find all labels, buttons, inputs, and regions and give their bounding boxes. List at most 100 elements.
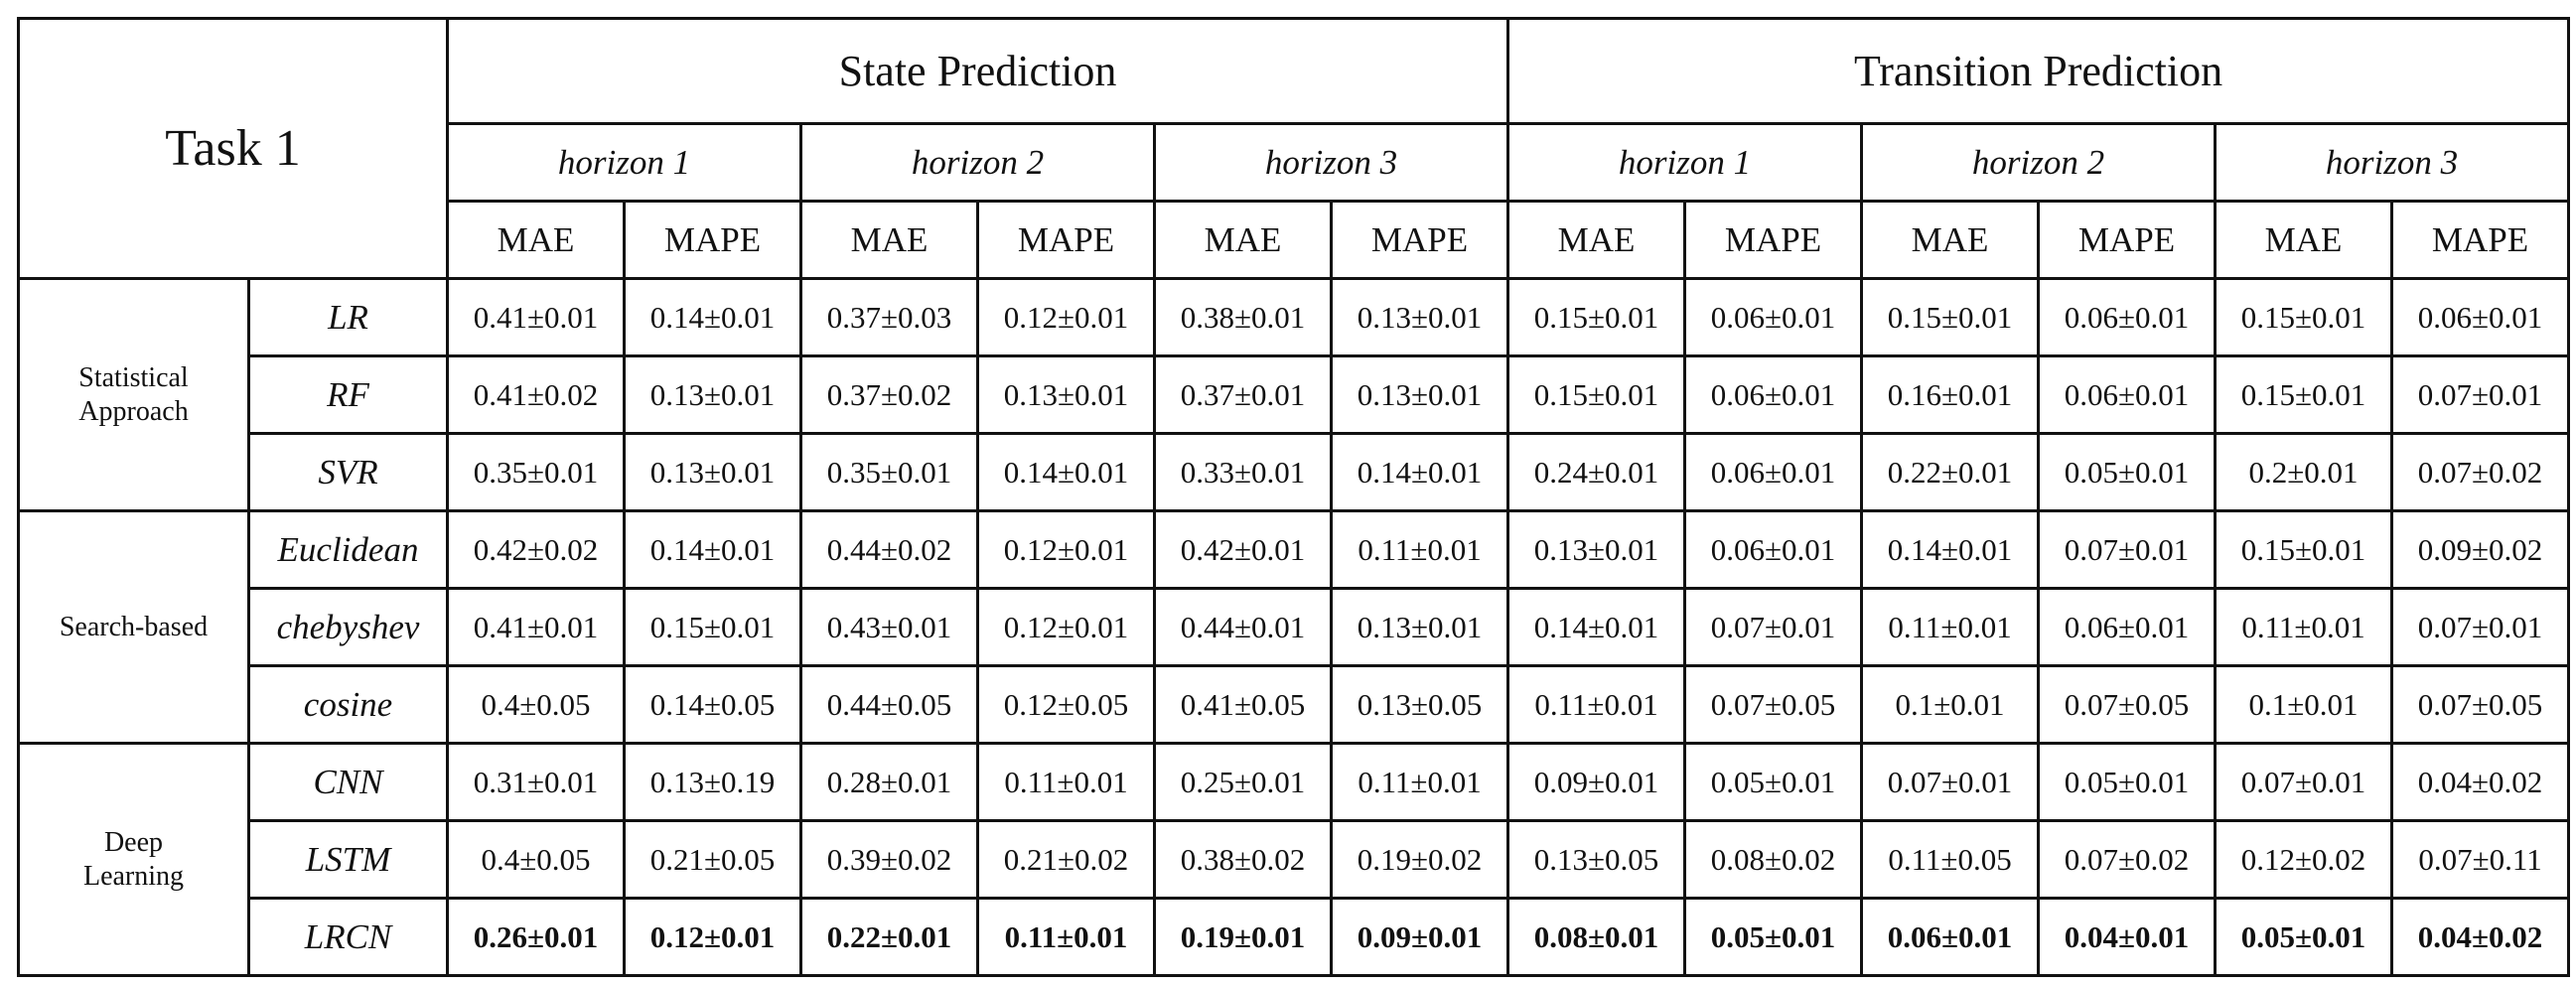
table-row: Statistical Approach LR 0.41±0.01 0.14±0.01… bbox=[17, 277, 2571, 512]
value-cell: 0.08±0.01 bbox=[1506, 897, 1687, 977]
table-row: RF 0.41±0.02 0.13±0.01 0.37±0.02 0.13±0.01 0.… bbox=[19, 354, 2571, 435]
value-cell: 0.44±0.01 bbox=[1153, 587, 1334, 667]
value-cell: 0.22±0.01 bbox=[799, 897, 980, 977]
value-cell: 0.11±0.01 bbox=[1330, 509, 1510, 590]
value-cell: 0.28±0.01 bbox=[799, 742, 980, 822]
group-transition-prediction: Transition Prediction bbox=[1506, 17, 2571, 125]
horizon-header: horizon 1 bbox=[446, 122, 803, 203]
value-cell: 0.05±0.01 bbox=[2037, 432, 2218, 512]
value-cell: 0.14±0.01 bbox=[1506, 587, 1687, 667]
table-row: LRCN 0.26±0.01 0.12±0.01 0.22±0.01 0.11±0.01… bbox=[19, 897, 2571, 977]
value-cell: 0.07±0.01 bbox=[2390, 587, 2571, 667]
value-cell: 0.12±0.02 bbox=[2214, 819, 2394, 900]
metric-header: MAPE bbox=[2037, 200, 2218, 280]
group-state-prediction: State Prediction bbox=[446, 17, 1510, 125]
method-label: cosine bbox=[246, 664, 450, 745]
value-cell: 0.33±0.01 bbox=[1153, 432, 1334, 512]
value-cell: 0.15±0.01 bbox=[1860, 277, 2041, 357]
table-row: Deep Learning CNN 0.31±0.01 0.13±0.19 0.28±0… bbox=[17, 742, 2571, 977]
value-cell: 0.41±0.02 bbox=[446, 354, 627, 435]
value-cell: 0.4±0.05 bbox=[446, 819, 627, 900]
value-cell: 0.37±0.02 bbox=[799, 354, 980, 435]
value-cell: 0.09±0.01 bbox=[1330, 897, 1510, 977]
value-cell: 0.13±0.01 bbox=[1330, 587, 1510, 667]
value-cell: 0.13±0.01 bbox=[1506, 509, 1687, 590]
category-label: Search-based bbox=[17, 509, 250, 745]
value-cell: 0.43±0.01 bbox=[799, 587, 980, 667]
metric-header: MAE bbox=[1860, 200, 2041, 280]
horizon-header-row: horizon 1 horizon 2 horizon 3 horizon 1 … bbox=[19, 122, 2571, 203]
metric-header: MAE bbox=[1506, 200, 1687, 280]
value-cell: 0.07±0.01 bbox=[1860, 742, 2041, 822]
value-cell: 0.07±0.01 bbox=[1683, 587, 1864, 667]
value-cell: 0.21±0.05 bbox=[623, 819, 803, 900]
category-label: Statistical Approach bbox=[17, 277, 250, 512]
category-label: Deep Learning bbox=[17, 742, 250, 977]
value-cell: 0.09±0.02 bbox=[2390, 509, 2571, 590]
horizon-header: horizon 1 bbox=[1506, 122, 1864, 203]
value-cell: 0.24±0.01 bbox=[1506, 432, 1687, 512]
horizon-header: horizon 2 bbox=[1860, 122, 2218, 203]
value-cell: 0.19±0.01 bbox=[1153, 897, 1334, 977]
horizon-header: horizon 3 bbox=[1153, 122, 1510, 203]
value-cell: 0.11±0.01 bbox=[2214, 587, 2394, 667]
value-cell: 0.1±0.01 bbox=[2214, 664, 2394, 745]
value-cell: 0.13±0.19 bbox=[623, 742, 803, 822]
value-cell: 0.14±0.01 bbox=[1860, 509, 2041, 590]
value-cell: 0.05±0.01 bbox=[1683, 742, 1864, 822]
value-cell: 0.15±0.01 bbox=[2214, 509, 2394, 590]
group-header-row: Task 1 State Prediction Transition Predi… bbox=[16, 17, 2571, 280]
value-cell: 0.41±0.05 bbox=[1153, 664, 1334, 745]
value-cell: 0.05±0.01 bbox=[1683, 897, 1864, 977]
value-cell: 0.39±0.02 bbox=[799, 819, 980, 900]
metric-header: MAE bbox=[1153, 200, 1334, 280]
value-cell: 0.06±0.01 bbox=[2037, 277, 2218, 357]
value-cell: 0.35±0.01 bbox=[446, 432, 627, 512]
value-cell: 0.13±0.05 bbox=[1506, 819, 1687, 900]
value-cell: 0.31±0.01 bbox=[446, 742, 627, 822]
method-label: CNN bbox=[246, 742, 450, 822]
horizon-header: horizon 3 bbox=[2214, 122, 2571, 203]
value-cell: 0.07±0.11 bbox=[2390, 819, 2571, 900]
value-cell: 0.14±0.05 bbox=[623, 664, 803, 745]
method-label: chebyshev bbox=[246, 587, 450, 667]
table-row: cosine 0.4±0.05 0.14±0.05 0.44±0.05 0.12±0.0… bbox=[19, 664, 2571, 745]
value-cell: 0.44±0.02 bbox=[799, 509, 980, 590]
value-cell: 0.14±0.01 bbox=[1330, 432, 1510, 512]
value-cell: 0.1±0.01 bbox=[1860, 664, 2041, 745]
value-cell: 0.13±0.05 bbox=[1330, 664, 1510, 745]
method-label: LSTM bbox=[246, 819, 450, 900]
value-cell: 0.04±0.02 bbox=[2390, 897, 2571, 977]
value-cell: 0.12±0.01 bbox=[976, 587, 1157, 667]
value-cell: 0.07±0.02 bbox=[2037, 819, 2218, 900]
value-cell: 0.06±0.01 bbox=[2037, 354, 2218, 435]
value-cell: 0.15±0.01 bbox=[623, 587, 803, 667]
value-cell: 0.07±0.02 bbox=[2390, 432, 2571, 512]
value-cell: 0.13±0.01 bbox=[1330, 277, 1510, 357]
task-label: Task 1 bbox=[16, 17, 450, 280]
value-cell: 0.11±0.05 bbox=[1860, 819, 2041, 900]
value-cell: 0.14±0.01 bbox=[623, 509, 803, 590]
value-cell: 0.06±0.01 bbox=[1683, 354, 1864, 435]
method-label: SVR bbox=[246, 432, 450, 512]
value-cell: 0.37±0.03 bbox=[799, 277, 980, 357]
value-cell: 0.2±0.01 bbox=[2214, 432, 2394, 512]
value-cell: 0.14±0.01 bbox=[976, 432, 1157, 512]
value-cell: 0.26±0.01 bbox=[446, 897, 627, 977]
value-cell: 0.12±0.01 bbox=[976, 509, 1157, 590]
value-cell: 0.41±0.01 bbox=[446, 587, 627, 667]
metric-header: MAPE bbox=[623, 200, 803, 280]
method-label: Euclidean bbox=[246, 509, 450, 590]
value-cell: 0.08±0.02 bbox=[1683, 819, 1864, 900]
value-cell: 0.11±0.01 bbox=[976, 897, 1157, 977]
value-cell: 0.13±0.01 bbox=[1330, 354, 1510, 435]
method-label: LRCN bbox=[246, 897, 450, 977]
metric-header: MAPE bbox=[1683, 200, 1864, 280]
table-row: Search-based Euclidean 0.42±0.02 0.14±0.01 0… bbox=[17, 509, 2571, 745]
value-cell: 0.11±0.01 bbox=[1330, 742, 1510, 822]
value-cell: 0.12±0.01 bbox=[976, 277, 1157, 357]
value-cell: 0.13±0.01 bbox=[623, 432, 803, 512]
metric-header: MAE bbox=[446, 200, 627, 280]
value-cell: 0.15±0.01 bbox=[1506, 277, 1687, 357]
value-cell: 0.06±0.01 bbox=[2390, 277, 2571, 357]
